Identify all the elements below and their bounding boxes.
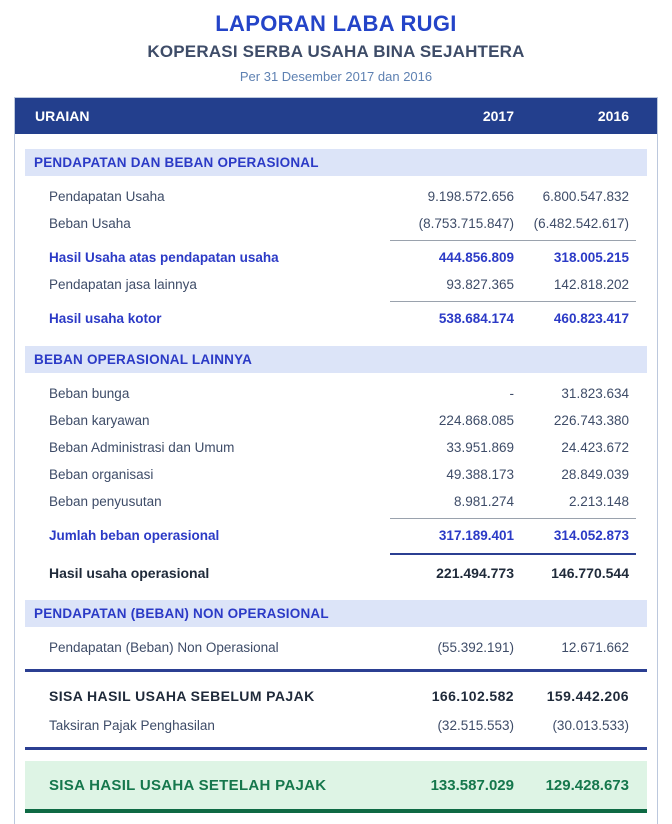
row-label: SISA HASIL USAHA SETELAH PAJAK <box>49 776 327 794</box>
document-header: LAPORAN LABA RUGI KOPERASI SERBA USAHA B… <box>0 0 672 84</box>
table-row-subtotal: Jumlah beban operasional 317.189.401 314… <box>15 522 657 549</box>
row-value-2016: 226.743.380 <box>553 413 629 428</box>
row-value-2016: 146.770.544 <box>551 564 629 581</box>
column-header-uraian: URAIAN <box>35 108 90 124</box>
row-label: Beban Usaha <box>49 216 131 231</box>
table-row-total: Hasil usaha operasional 221.494.773 146.… <box>15 559 657 586</box>
table-row: Pendapatan jasa lainnya 93.827.365 142.8… <box>15 271 657 298</box>
table-row-subtotal: Hasil Usaha atas pendapatan usaha 444.85… <box>15 244 657 271</box>
table-row-tax: Taksiran Pajak Penghasilan (32.515.553) … <box>15 712 657 739</box>
row-value-2016: (6.482.542.617) <box>533 216 629 231</box>
row-label: Hasil usaha operasional <box>49 564 210 581</box>
table-row: Beban karyawan 224.868.085 226.743.380 <box>15 407 657 434</box>
row-value-2017: 93.827.365 <box>446 277 514 292</box>
row-label: Hasil usaha kotor <box>49 311 162 326</box>
table-row: Beban organisasi 49.388.173 28.849.039 <box>15 461 657 488</box>
row-value-2017: (32.515.553) <box>437 718 514 733</box>
row-label: Beban Administrasi dan Umum <box>49 440 235 455</box>
table-row-before-tax: SISA HASIL USAHA SEBELUM PAJAK 166.102.5… <box>15 680 657 712</box>
row-value-2017: 133.587.029 <box>430 776 514 794</box>
table-row: Beban Usaha (8.753.715.847) (6.482.542.6… <box>15 210 657 237</box>
row-value-2016: 159.442.206 <box>546 688 629 704</box>
row-label: Hasil Usaha atas pendapatan usaha <box>49 250 279 265</box>
table-row: Beban bunga - 31.823.634 <box>15 380 657 407</box>
column-header-2017: 2017 <box>482 108 514 124</box>
table-row-subtotal: Hasil usaha kotor 538.684.174 460.823.41… <box>15 305 657 332</box>
column-header-2016: 2016 <box>597 108 629 124</box>
row-value-2016: (30.013.533) <box>552 718 629 733</box>
section-divider-rule <box>25 669 647 672</box>
row-value-2016: 314.052.873 <box>553 528 629 543</box>
table-row: Pendapatan Usaha 9.198.572.656 6.800.547… <box>15 183 657 210</box>
row-value-2016: 129.428.673 <box>545 776 629 794</box>
row-value-2017: 9.198.572.656 <box>427 189 514 204</box>
row-value-2016: 460.823.417 <box>553 311 629 326</box>
report-card: URAIAN 2017 2016 PENDAPATAN DAN BEBAN OP… <box>14 97 658 824</box>
row-value-2017: 8.981.274 <box>453 494 514 509</box>
row-value-2017: (8.753.715.847) <box>418 216 514 231</box>
row-value-2017: 221.494.773 <box>436 564 514 581</box>
row-value-2017: 444.856.809 <box>438 250 514 265</box>
table-row: Beban penyusutan 8.981.274 2.213.148 <box>15 488 657 515</box>
organization-name: KOPERASI SERBA USAHA BINA SEJAHTERA <box>147 42 525 61</box>
subtotal-rule <box>390 301 636 302</box>
row-label: Pendapatan (Beban) Non Operasional <box>49 640 279 655</box>
row-value-2016: 12.671.662 <box>561 640 629 655</box>
row-value-2016: 318.005.215 <box>553 250 629 265</box>
subtotal-rule <box>390 240 636 241</box>
table-header: URAIAN 2017 2016 <box>15 98 657 134</box>
row-value-2016: 31.823.634 <box>561 386 629 401</box>
row-label: Jumlah beban operasional <box>49 528 220 543</box>
row-value-2017: 317.189.401 <box>438 528 514 543</box>
row-value-2017: - <box>509 386 515 401</box>
page-title: LAPORAN LABA RUGI <box>215 11 457 36</box>
report-period: Per 31 Desember 2017 dan 2016 <box>239 69 433 84</box>
row-value-2016: 6.800.547.832 <box>542 189 629 204</box>
row-value-2016: 2.213.148 <box>568 494 629 509</box>
row-value-2016: 28.849.039 <box>561 467 629 482</box>
row-value-2016: 24.423.672 <box>561 440 629 455</box>
row-value-2017: 166.102.582 <box>431 688 514 704</box>
total-rule <box>390 553 636 555</box>
table-row: Beban Administrasi dan Umum 33.951.869 2… <box>15 434 657 461</box>
section-divider-rule <box>25 747 647 750</box>
subtotal-rule <box>390 518 636 519</box>
row-value-2017: 33.951.869 <box>446 440 514 455</box>
row-value-2016: 142.818.202 <box>553 277 629 292</box>
row-label: Beban bunga <box>49 386 130 401</box>
section-heading-pendapatan-beban-non-operasional: PENDAPATAN (BEBAN) NON OPERASIONAL <box>25 600 647 627</box>
row-label: Taksiran Pajak Penghasilan <box>49 718 215 733</box>
row-value-2017: 224.868.085 <box>438 413 514 428</box>
row-label: Pendapatan Usaha <box>49 189 165 204</box>
row-label: Beban penyusutan <box>49 494 162 509</box>
table-row: Pendapatan (Beban) Non Operasional (55.3… <box>15 634 657 661</box>
section-heading-pendapatan-beban-operasional: PENDAPATAN DAN BEBAN OPERASIONAL <box>25 149 647 176</box>
row-value-2017: 538.684.174 <box>438 311 514 326</box>
row-label: Beban organisasi <box>49 467 154 482</box>
after-tax-highlight-row: SISA HASIL USAHA SETELAH PAJAK 133.587.0… <box>25 761 647 813</box>
row-label: SISA HASIL USAHA SEBELUM PAJAK <box>49 688 315 704</box>
row-value-2017: (55.392.191) <box>437 640 514 655</box>
section-heading-beban-operasional-lainnya: BEBAN OPERASIONAL LAINNYA <box>25 346 647 373</box>
row-label: Pendapatan jasa lainnya <box>49 277 197 292</box>
row-label: Beban karyawan <box>49 413 150 428</box>
row-value-2017: 49.388.173 <box>446 467 514 482</box>
